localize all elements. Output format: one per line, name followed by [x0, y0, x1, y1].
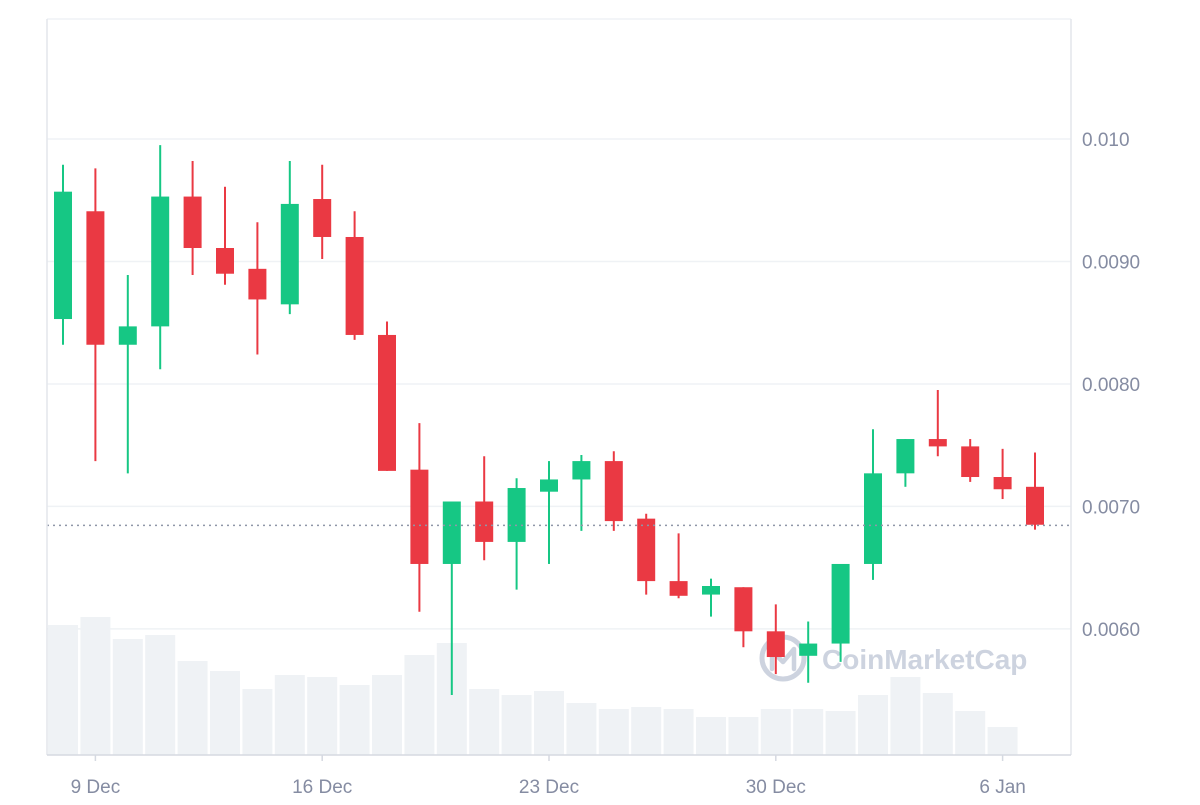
candle-body	[669, 581, 688, 596]
volume-bar	[404, 655, 435, 755]
candle-body	[118, 326, 137, 345]
x-tick-label: 6 Jan	[979, 777, 1025, 798]
candle-body	[216, 248, 234, 274]
y-axis: 0.010 0.0090 0.0080 0.0070 0.0060	[1082, 130, 1140, 641]
volume-bar	[987, 727, 1018, 755]
candle-body	[961, 446, 980, 478]
candle-layer	[54, 145, 1044, 695]
candle-body	[702, 586, 720, 595]
y-tick-label: 0.0070	[1082, 497, 1140, 518]
volume-bar	[242, 689, 273, 755]
volume-bar	[339, 685, 370, 755]
volume-layer	[48, 617, 1018, 755]
volume-bar	[210, 671, 240, 755]
candle-body	[86, 211, 105, 345]
volume-bar	[372, 675, 402, 755]
volume-bar	[663, 709, 694, 755]
volume-bar	[793, 709, 824, 755]
candle-body	[248, 268, 267, 300]
candle-body	[345, 236, 364, 335]
candle-body	[572, 461, 591, 480]
volume-bar	[955, 711, 986, 755]
volume-bar	[469, 689, 500, 755]
y-tick-label: 0.010	[1082, 130, 1130, 151]
candle-body	[54, 191, 72, 320]
candle-body	[604, 461, 623, 522]
candle-body	[1026, 486, 1044, 525]
volume-bar	[696, 717, 726, 755]
candle-body	[831, 563, 850, 644]
volume-bar	[890, 677, 921, 755]
volume-bar	[922, 693, 953, 755]
candle-body	[280, 203, 299, 305]
y-tick-label: 0.0090	[1082, 252, 1140, 273]
volume-bar	[728, 717, 759, 755]
volume-bar	[858, 695, 888, 755]
candle-body	[151, 196, 170, 327]
candle-body	[864, 473, 882, 564]
x-tick-label: 23 Dec	[519, 777, 579, 798]
volume-bar	[825, 711, 856, 755]
candle-body	[313, 199, 332, 237]
x-tick-label: 16 Dec	[292, 777, 352, 798]
volume-bar	[274, 675, 305, 755]
volume-bar	[48, 625, 78, 755]
volume-bar	[566, 703, 597, 755]
candle-body	[993, 477, 1012, 490]
volume-bar	[112, 639, 143, 755]
volume-bar	[760, 709, 791, 755]
y-tick-label: 0.0060	[1082, 620, 1140, 641]
frame-layer	[46, 19, 1072, 756]
volume-bar	[631, 707, 662, 755]
volume-bar	[80, 617, 111, 755]
x-tick-label: 30 Dec	[746, 777, 806, 798]
candle-body	[540, 479, 558, 492]
x-axis: 9 Dec 16 Dec 23 Dec 30 Dec 6 Jan	[71, 755, 1026, 798]
volume-bar	[307, 677, 338, 755]
candle-body	[896, 439, 915, 474]
candle-body	[410, 469, 429, 564]
candle-body	[734, 587, 753, 632]
volume-bar	[501, 695, 532, 755]
candle-body	[799, 643, 818, 656]
y-tick-label: 0.0080	[1082, 375, 1140, 396]
grid-layer	[47, 18, 1071, 630]
volume-bar	[177, 661, 208, 755]
watermark-label: CoinMarketCap	[822, 644, 1027, 675]
coinmarketcap-watermark: CoinMarketCap	[759, 634, 1027, 682]
x-tick-label: 9 Dec	[71, 777, 121, 798]
volume-bar	[534, 691, 564, 755]
candle-body	[637, 518, 656, 582]
volume-bar	[598, 709, 629, 755]
candle-body	[507, 488, 526, 542]
candle-body	[378, 334, 396, 471]
volume-bar	[145, 635, 176, 755]
candle-body	[183, 196, 202, 249]
candle-body	[475, 501, 494, 542]
candle-body	[928, 439, 947, 447]
candle-body	[442, 501, 461, 564]
candle-body	[766, 631, 785, 658]
